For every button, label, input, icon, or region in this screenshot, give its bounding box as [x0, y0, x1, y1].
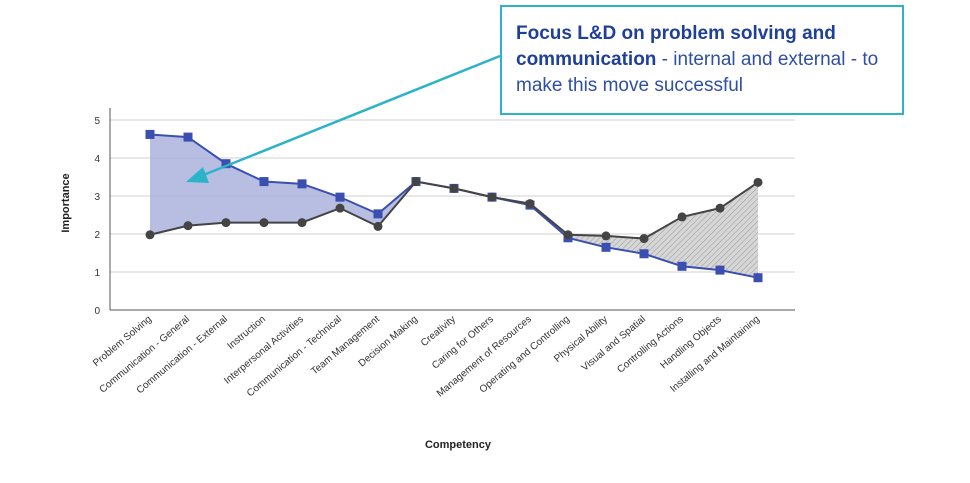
fill-segment-4	[302, 183, 340, 223]
circle-point-8	[449, 183, 459, 193]
circle-point-11	[563, 230, 573, 240]
square-point-13	[639, 249, 649, 259]
square-point-14	[677, 261, 687, 271]
square-point-0	[145, 129, 155, 139]
y-tick-label-1: 1	[94, 268, 100, 279]
circle-point-12	[601, 231, 611, 241]
axes	[109, 108, 795, 311]
callout-bold-text: Focus L&D on problem solving and communi…	[516, 23, 836, 70]
square-point-16	[753, 273, 763, 283]
circle-point-10	[525, 199, 535, 209]
callout-arrow	[186, 54, 501, 183]
y-tick-label-3: 3	[94, 192, 100, 203]
fill-segment-15	[720, 182, 758, 278]
fill-segment-13	[644, 216, 682, 267]
fill-segment-5	[340, 197, 378, 227]
callout-box: Focus L&D on problem solving and communi…	[500, 5, 904, 115]
circle-point-3	[259, 218, 269, 228]
circle-point-9	[487, 192, 497, 202]
callout-arrow-head	[186, 167, 209, 183]
fill-segment-12	[606, 235, 644, 254]
square-point-15	[715, 265, 725, 275]
square-point-12	[601, 242, 611, 252]
square-point-4	[297, 179, 307, 189]
y-tick-label-5: 5	[94, 116, 100, 127]
square-point-3	[259, 177, 269, 187]
circle-point-6	[373, 221, 383, 231]
circle-point-0	[145, 230, 155, 240]
fill-segment-14	[682, 208, 720, 271]
square-point-1	[183, 132, 193, 142]
x-tick-label-14: Controlling Actions	[615, 314, 686, 376]
circle-point-16	[753, 177, 763, 187]
fill-segment-0	[150, 134, 188, 235]
circle-point-4	[297, 218, 307, 228]
series	[145, 129, 763, 283]
circle-point-14	[677, 212, 687, 222]
callout-arrow-line	[195, 54, 501, 180]
square-point-5	[335, 192, 345, 202]
x-axis-title: Competency	[425, 439, 492, 451]
x-tick-label-6: Team Management	[309, 314, 382, 378]
circle-point-15	[715, 203, 725, 213]
square-point-6	[373, 209, 383, 219]
y-tick-label-2: 2	[94, 230, 100, 241]
circle-point-2	[221, 218, 231, 228]
circle-point-13	[639, 234, 649, 244]
fill-segment-2	[226, 163, 264, 223]
circle-point-7	[411, 177, 421, 187]
y-tick-label-0: 0	[94, 306, 100, 317]
x-tick-label-13: Visual and Spatial	[580, 314, 648, 374]
fill-segment-3	[264, 181, 302, 223]
y-tick-label-4: 4	[94, 154, 100, 165]
square-point-2	[221, 159, 231, 169]
callout-text: - internal and external - to make this m…	[516, 49, 879, 96]
area-fills	[150, 134, 758, 278]
circle-point-5	[335, 203, 345, 213]
circle-point-1	[183, 221, 193, 231]
y-axis-title: Importance	[60, 173, 72, 232]
